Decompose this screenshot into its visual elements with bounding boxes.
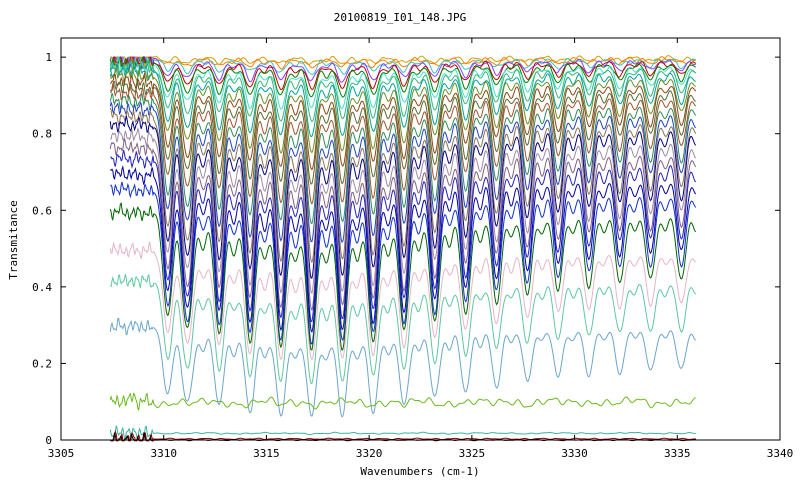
series-line	[109, 317, 697, 418]
x-tick-label: 3305	[48, 447, 75, 460]
series-line	[110, 150, 697, 322]
y-tick-label: 1	[45, 51, 52, 64]
series-line	[110, 126, 697, 295]
series-line	[109, 429, 696, 443]
x-tick-label: 3320	[356, 447, 383, 460]
y-axis-ticks: 0 0.2 0.4 0.6 0.8 1	[32, 51, 780, 447]
x-tick-label: 3325	[459, 447, 486, 460]
series-line	[109, 82, 697, 205]
series-line	[109, 66, 696, 154]
y-axis-label: Transmitance	[7, 200, 20, 279]
series-line	[109, 78, 696, 185]
series-line	[109, 55, 697, 83]
y-tick-label: 0.4	[32, 281, 52, 294]
series-line	[109, 392, 696, 412]
y-tick-label: 0.8	[32, 128, 52, 141]
chart-title: 20100819_I01_148.JPG	[333, 11, 467, 24]
x-tick-label: 3340	[767, 447, 794, 460]
series-line	[110, 181, 697, 345]
x-axis-label: Wavenumbers (cm-1)	[360, 465, 479, 478]
y-tick-label: 0.6	[32, 204, 52, 217]
y-tick-label: 0.2	[32, 357, 52, 370]
series-line	[110, 432, 696, 442]
series-line	[109, 91, 697, 225]
series-line	[109, 100, 697, 244]
series-line	[109, 55, 697, 91]
x-tick-label: 3315	[253, 447, 280, 460]
series-line	[109, 107, 697, 264]
series-line	[109, 62, 696, 138]
y-tick-label: 0	[45, 434, 52, 447]
x-tick-label: 3310	[150, 447, 177, 460]
series-line	[109, 115, 697, 279]
series-line	[109, 241, 697, 361]
x-axis-ticks: 3305 3310 3315 3320 3325 3330 3335 3340	[48, 38, 794, 460]
x-tick-label: 3335	[664, 447, 691, 460]
series-line	[109, 59, 697, 123]
series-line	[109, 55, 696, 110]
series-line	[109, 164, 697, 334]
series-line	[109, 273, 697, 384]
series-line	[109, 138, 697, 312]
series-line	[109, 424, 696, 441]
series-line	[109, 201, 697, 351]
series-layer	[109, 55, 697, 443]
series-line	[109, 55, 697, 67]
series-line	[109, 56, 697, 98]
x-tick-label: 3330	[561, 447, 588, 460]
series-line	[109, 71, 697, 171]
